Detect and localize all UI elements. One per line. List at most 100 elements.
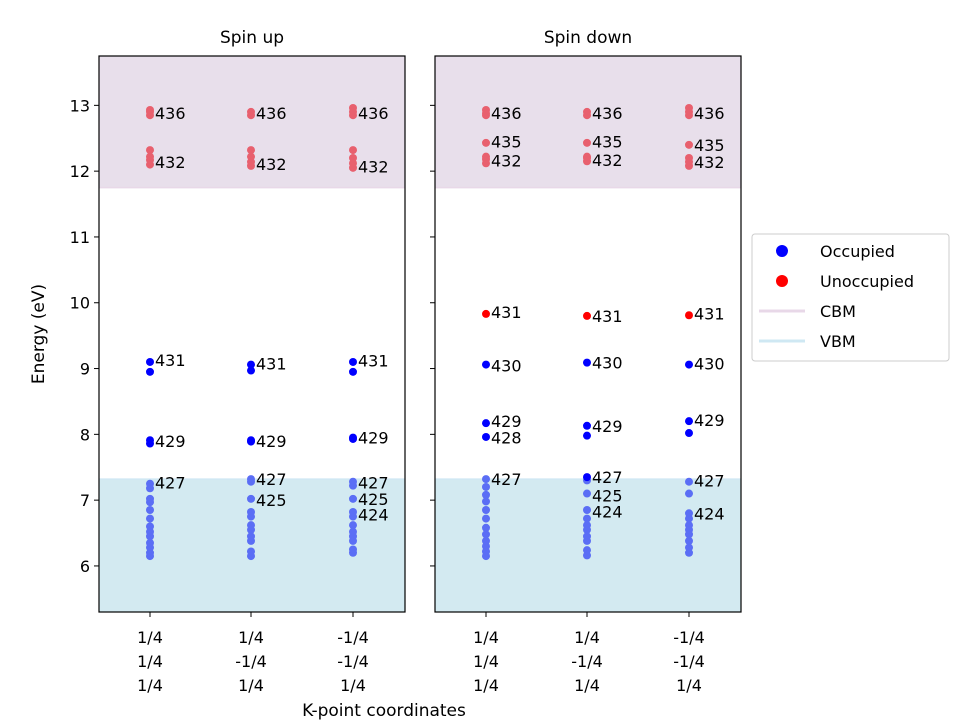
occupied-point — [583, 489, 591, 498]
x-tick-label: -1/4 — [337, 652, 369, 671]
occupied-point — [685, 429, 693, 438]
panel-spin-up: Spin up 6 7 8 9 10 11 12 13 1/4 1/4 1/4 1/4 -1/4 1/4 -… — [70, 28, 406, 695]
band-index-label: 431 — [256, 354, 287, 373]
occupied-point — [247, 366, 255, 375]
unoccupied-point — [583, 107, 591, 116]
occupied-point — [247, 507, 255, 516]
occupied-point — [685, 417, 693, 426]
occupied-point — [146, 367, 154, 376]
legend-marker-occupied — [776, 245, 788, 257]
x-tick-label: -1/4 — [673, 628, 705, 647]
occupied-point — [349, 357, 357, 366]
band-index-label: 431 — [694, 304, 725, 323]
unoccupied-point — [247, 107, 255, 116]
occupied-point — [146, 357, 154, 366]
band-index-label: 429 — [155, 432, 186, 451]
band-index-label: 436 — [592, 104, 623, 123]
x-tick-label: 1/4 — [574, 628, 600, 647]
occupied-point — [482, 490, 490, 499]
band-index-label: 424 — [592, 502, 623, 521]
unoccupied-point — [146, 105, 154, 114]
band-index-label: 432 — [256, 155, 287, 174]
band-index-label: 436 — [155, 104, 186, 123]
x-tick-label: 1/4 — [473, 628, 499, 647]
occupied-point — [146, 514, 154, 523]
legend-label-cbm: CBM — [820, 302, 856, 321]
band-index-label: 429 — [491, 412, 522, 431]
occupied-point — [685, 360, 693, 369]
occupied-point — [146, 538, 154, 547]
x-tick-label: -1/4 — [235, 652, 267, 671]
occupied-point — [146, 494, 154, 503]
band-index-label: 425 — [358, 490, 389, 509]
occupied-point — [482, 523, 490, 532]
occupied-point — [247, 532, 255, 541]
panel-title-spin-down: Spin down — [544, 28, 632, 48]
band-index-label: 427 — [491, 470, 522, 489]
x-tick-label: -1/4 — [571, 652, 603, 671]
occupied-point — [146, 506, 154, 515]
band-index-label: 436 — [358, 104, 389, 123]
legend-label-vbm: VBM — [820, 332, 856, 351]
band-index-label: 432 — [491, 152, 522, 171]
x-tick-label: 1/4 — [676, 676, 702, 695]
band-index-label: 427 — [256, 470, 287, 489]
y-tick-label: 11 — [70, 228, 90, 247]
x-tick-label: 1/4 — [473, 676, 499, 695]
occupied-point — [482, 475, 490, 484]
occupied-point — [482, 530, 490, 539]
unoccupied-point — [247, 152, 255, 161]
occupied-point — [482, 419, 490, 428]
occupied-point — [349, 367, 357, 376]
x-tick-label: 1/4 — [340, 676, 366, 695]
occupied-point — [583, 473, 591, 482]
occupied-point — [685, 477, 693, 486]
y-axis-label: Energy (eV) — [29, 284, 49, 384]
band-index-label: 430 — [592, 354, 623, 373]
x-tick-label: 1/4 — [137, 628, 163, 647]
band-index-label: 427 — [155, 473, 186, 492]
band-index-label: 436 — [694, 104, 725, 123]
occupied-point — [583, 521, 591, 530]
band-index-label: 429 — [358, 429, 389, 448]
vbm-region — [435, 479, 741, 612]
occupied-point — [349, 507, 357, 516]
occupied-point — [583, 532, 591, 541]
unoccupied-point — [349, 153, 357, 162]
unoccupied-point — [247, 146, 255, 155]
band-index-label: 424 — [694, 504, 725, 523]
band-index-label: 430 — [491, 356, 522, 375]
unoccupied-point — [146, 152, 154, 161]
band-index-label: 428 — [491, 429, 522, 448]
band-index-label: 427 — [592, 468, 623, 487]
unoccupied-point — [583, 152, 591, 161]
occupied-point — [482, 432, 490, 441]
occupied-point — [247, 494, 255, 503]
band-index-label: 427 — [358, 473, 389, 492]
x-tick-label: 1/4 — [574, 676, 600, 695]
band-index-label: 432 — [592, 151, 623, 170]
y-tick-label: 7 — [80, 491, 90, 510]
occupied-point — [583, 514, 591, 523]
unoccupied-point — [349, 103, 357, 112]
x-tick-label: -1/4 — [337, 628, 369, 647]
occupied-point — [349, 545, 357, 554]
occupied-point — [247, 360, 255, 369]
legend-label-occupied: Occupied — [820, 242, 895, 261]
band-index-label: 425 — [256, 491, 287, 510]
plot-frame — [434, 55, 742, 613]
band-index-label: 429 — [592, 417, 623, 436]
x-tick-label: 1/4 — [238, 628, 264, 647]
band-index-label: 436 — [491, 104, 522, 123]
legend-label-unoccupied: Unoccupied — [820, 272, 914, 291]
occupied-point — [146, 479, 154, 488]
band-index-label: 429 — [694, 411, 725, 430]
x-tick-label: -1/4 — [673, 652, 705, 671]
occupied-point — [482, 497, 490, 506]
occupied-point — [583, 358, 591, 367]
x-axis-label: K-point coordinates — [302, 701, 466, 720]
occupied-point — [685, 543, 693, 552]
occupied-point — [349, 521, 357, 530]
band-index-label: 435 — [491, 133, 522, 152]
